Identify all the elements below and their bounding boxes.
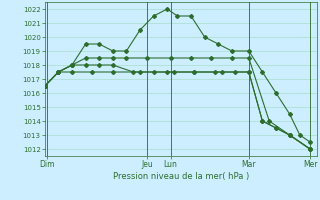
X-axis label: Pression niveau de la mer( hPa ): Pression niveau de la mer( hPa ) [113,172,249,181]
